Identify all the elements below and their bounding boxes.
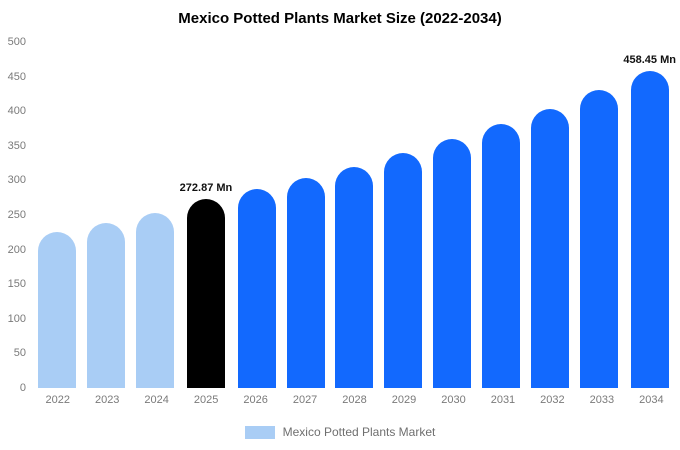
legend: Mexico Potted Plants Market: [0, 425, 680, 439]
bar-column: [428, 42, 477, 388]
x-tick-label: 2031: [490, 394, 516, 406]
bar: [335, 166, 374, 388]
y-tick-label: 300: [7, 174, 26, 187]
bar: [136, 212, 175, 388]
y-tick-label: 450: [7, 70, 26, 83]
x-tick-label: 2023: [94, 394, 120, 406]
bar-column: [33, 42, 82, 388]
bar-column: [477, 42, 526, 388]
bar-column: [330, 42, 379, 388]
bar: [482, 124, 521, 388]
bar-column: [575, 42, 624, 388]
bar: [384, 152, 423, 388]
bar: [87, 223, 126, 388]
y-tick-label: 0: [19, 382, 26, 394]
bar-value-label: 272.87 Mn: [179, 182, 233, 195]
y-tick-label: 400: [7, 105, 26, 118]
bar: [186, 199, 225, 388]
bar-column: [82, 42, 131, 388]
x-tick-label: 2027: [292, 394, 318, 406]
x-axis: 2022 2023 2024 2025 2026 2027 2028 2029 2030 2031…: [33, 394, 676, 406]
bar-column: 458.45 Mn: [623, 42, 676, 388]
bar-column: 272.87 Mn: [179, 42, 233, 388]
bar-column: [526, 42, 575, 388]
bar-column: [281, 42, 330, 388]
chart-title: Mexico Potted Plants Market Size (2022-2…: [178, 10, 502, 27]
x-tick-label: 2029: [391, 394, 417, 406]
x-tick-label: 2034: [639, 394, 664, 406]
bar: [237, 189, 276, 388]
bar-column: [131, 42, 180, 388]
y-tick-label: 200: [7, 243, 26, 256]
legend-label: Mexico Potted Plants Market: [282, 425, 436, 439]
y-axis: 0 50 100 150 200 250 300 350 400 450 500: [0, 36, 28, 394]
bar: [286, 178, 325, 388]
x-tick-label: 2024: [144, 394, 169, 406]
bar-value-label: 458.45 Mn: [623, 53, 676, 66]
y-tick-label: 100: [7, 312, 26, 325]
legend-swatch: [244, 425, 275, 439]
x-tick-label: 2026: [243, 394, 268, 406]
y-tick-label: 500: [7, 36, 26, 48]
x-tick-label: 2033: [589, 394, 615, 406]
bar: [531, 109, 570, 388]
bar: [38, 232, 77, 388]
x-tick-label: 2025: [193, 394, 219, 406]
bar-column: [232, 42, 281, 388]
bar: [630, 70, 669, 388]
plot-area: 272.87 Mn 458.45 Mn: [33, 42, 676, 388]
x-tick-label: 2028: [342, 394, 367, 406]
y-tick-label: 150: [7, 278, 26, 291]
y-tick-label: 50: [13, 347, 26, 360]
bar: [579, 90, 618, 388]
x-tick-label: 2030: [441, 394, 466, 406]
y-tick-label: 250: [7, 209, 26, 221]
bar: [433, 138, 472, 388]
bar-column: [379, 42, 428, 388]
x-tick-label: 2022: [45, 394, 70, 406]
y-tick-label: 350: [7, 139, 26, 152]
x-tick-label: 2032: [540, 394, 565, 406]
